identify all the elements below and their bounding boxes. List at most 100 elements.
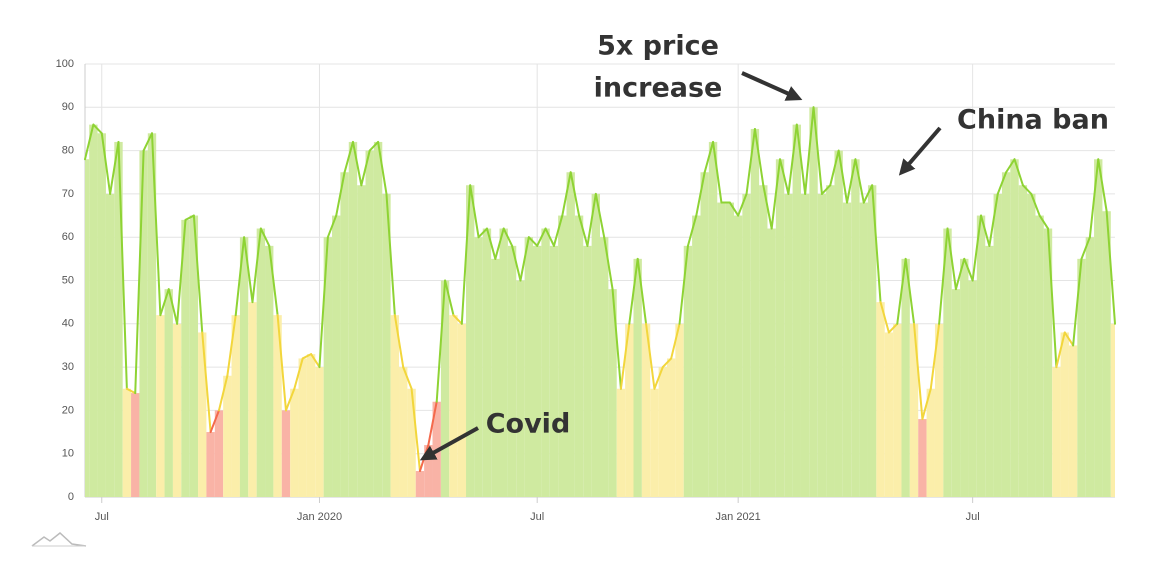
area-column: [1027, 193, 1036, 497]
annotation: 5x price: [597, 31, 719, 62]
area-column: [340, 172, 349, 497]
line-segment: [913, 322, 924, 421]
line-segment: [552, 214, 564, 247]
area-column: [181, 219, 190, 497]
line-segment: [569, 171, 581, 217]
line-segment: [628, 257, 639, 325]
x-tick-label: Jul: [530, 511, 544, 523]
area-column: [357, 185, 366, 498]
areas: [85, 107, 1115, 498]
y-tick-label: 0: [68, 491, 74, 503]
area-column: [1110, 323, 1115, 497]
area-column: [918, 419, 927, 497]
line-segment: [519, 236, 530, 282]
line-segment: [762, 184, 773, 230]
area-column: [206, 432, 215, 497]
line-segment: [904, 257, 916, 325]
x-tick-label: Jul: [966, 511, 980, 523]
line-segment: [134, 149, 145, 395]
line-segment: [603, 236, 614, 291]
line-segment: [301, 353, 313, 360]
line-segment: [293, 357, 304, 390]
area-column: [373, 141, 383, 497]
area-column: [457, 323, 467, 497]
line-segment: [84, 123, 95, 161]
y-tick-label: 50: [62, 274, 74, 286]
line-segment: [351, 140, 363, 187]
arrow: [741, 71, 803, 101]
line-segment: [636, 257, 648, 325]
line-segment: [854, 158, 865, 204]
area-column: [424, 445, 433, 497]
area-column: [775, 159, 785, 497]
line-segment: [159, 288, 170, 317]
area-column: [85, 159, 90, 497]
area-column: [449, 315, 458, 497]
line-segment: [402, 366, 413, 390]
area-column: [415, 471, 425, 497]
area-column: [608, 289, 617, 497]
line-segment: [410, 387, 421, 473]
area-column: [223, 375, 232, 497]
area-column: [1018, 185, 1028, 498]
area-column: [122, 388, 132, 497]
line-segment: [678, 244, 689, 325]
area-column: [641, 323, 651, 497]
area-column: [156, 315, 165, 497]
line-segment: [511, 244, 522, 282]
line-segment: [259, 227, 271, 247]
area-column: [976, 215, 986, 498]
line-segment: [427, 400, 438, 447]
area-column: [172, 323, 182, 497]
area-column: [842, 202, 852, 497]
area-column: [985, 245, 994, 497]
line-segment: [879, 301, 890, 334]
line-segment: [745, 127, 756, 195]
line-segment: [243, 236, 254, 304]
line-segment: [360, 149, 371, 187]
area-column: [248, 302, 257, 497]
line-segment: [100, 132, 112, 195]
line-segment: [527, 236, 539, 247]
line-segment: [988, 192, 999, 247]
area-column: [633, 258, 642, 497]
area-column: [717, 202, 726, 497]
line-segment: [846, 158, 857, 204]
line-segment: [109, 140, 120, 195]
line-segment: [167, 288, 179, 325]
line-segment: [150, 132, 162, 317]
line-segment: [812, 106, 823, 195]
area-column: [164, 289, 173, 497]
area-column: [189, 215, 199, 498]
line-segment: [276, 314, 287, 412]
area-column: [733, 215, 743, 498]
area-column: [239, 237, 249, 497]
area-column: [382, 193, 391, 497]
area-column: [281, 410, 291, 497]
line-segment: [209, 409, 220, 434]
area-column: [784, 193, 793, 497]
line-segment: [494, 227, 505, 260]
y-tick-label: 100: [56, 58, 74, 70]
area-column: [993, 193, 1002, 497]
area-column: [332, 215, 341, 498]
area-column: [440, 280, 450, 497]
area-column: [968, 280, 977, 497]
line-segment: [192, 214, 204, 334]
area-column: [114, 141, 123, 497]
area-column: [851, 159, 860, 497]
line-segment: [1063, 331, 1075, 347]
line-segment: [921, 387, 932, 421]
logo: [31, 532, 87, 547]
line-segment: [452, 314, 463, 325]
line-segment: [343, 140, 354, 174]
line-segment: [234, 236, 246, 317]
line-segment: [1088, 158, 1100, 239]
arrow: [419, 426, 479, 461]
line-segment: [871, 184, 882, 304]
area-column: [482, 228, 492, 498]
line-segment: [661, 357, 673, 369]
line-segment: [1038, 214, 1050, 230]
line-segment: [594, 192, 606, 239]
